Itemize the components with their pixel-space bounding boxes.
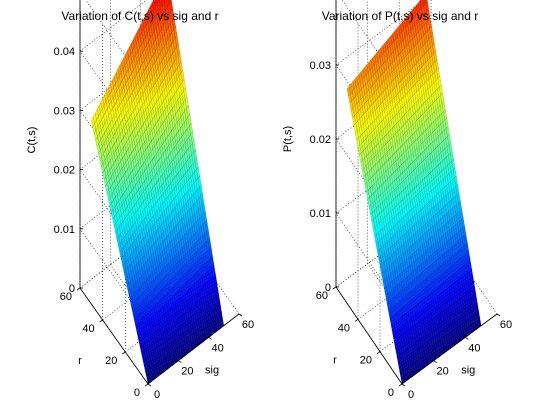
x-tick-mark: [238, 313, 243, 317]
z-tick-label: 0.02: [54, 165, 75, 177]
y-tick-mark: [99, 319, 103, 323]
x-tick-label: 60: [500, 319, 512, 331]
x-tick-label: 60: [242, 319, 254, 331]
surface-cell: [179, 60, 183, 74]
p-z-axis-label: P(t,s): [282, 126, 294, 152]
c-y-axis-label: r: [78, 355, 82, 367]
surface-cell: [204, 219, 209, 232]
x-axis-line: [147, 313, 240, 385]
c-surface-mesh: [91, 0, 225, 385]
surface-cell: [184, 96, 189, 109]
y-tick-label: 20: [105, 355, 117, 367]
z-tick-label: 0.03: [310, 60, 331, 72]
surface-cell: [164, 0, 168, 11]
grid-line: [79, 0, 148, 52]
surface-cell: [163, 0, 166, 3]
y-tick-label: 0: [134, 387, 140, 399]
y-tick-label: 60: [60, 291, 72, 303]
x-tick-mark: [208, 336, 212, 340]
y-tick-mark: [144, 383, 149, 387]
z-tick-label: 0.04: [54, 46, 75, 58]
x-tick-mark: [401, 383, 406, 387]
x-tick-label: 40: [212, 342, 224, 354]
y-tick-mark: [122, 351, 126, 355]
y-tick-label: 40: [338, 322, 350, 334]
x-tick-mark: [178, 360, 182, 363]
y-tick-mark: [398, 383, 403, 387]
x-tick-mark: [433, 360, 437, 363]
surface-cell: [213, 272, 217, 284]
y-tick-mark: [376, 351, 381, 354]
z-tick-label: 0.02: [310, 134, 331, 146]
x-tick-mark: [147, 383, 152, 387]
x-tick-label: 20: [437, 366, 449, 378]
x-tick-label: 0: [408, 389, 414, 401]
x-tick-label: 40: [468, 342, 480, 354]
p-surface-mesh: [346, 0, 482, 385]
y-axis-line: [79, 287, 149, 385]
c-axes-lines: [79, 0, 240, 385]
y-tick-label: 40: [82, 323, 94, 335]
c-z-axis-label: C(t,s): [26, 127, 38, 154]
c-chart-title: Variation of C(t,s) vs sig and r: [61, 9, 218, 23]
surface-cell: [201, 201, 206, 214]
y-tick-mark: [332, 286, 337, 290]
p-x-axis-label: sig: [461, 364, 475, 376]
surface-cell: [186, 104, 191, 118]
p-y-axis-label: r: [333, 354, 337, 366]
x-tick-mark: [496, 313, 501, 317]
z-tick-label: 0.01: [310, 208, 331, 220]
surface-cell: [187, 113, 192, 127]
z-tick-label: 0.03: [54, 105, 75, 117]
y-tick-mark: [76, 287, 81, 291]
y-tick-label: 20: [360, 355, 372, 367]
z-tick-label: 0: [325, 282, 331, 294]
surface-cell: [197, 175, 202, 188]
surface-cell: [207, 237, 212, 249]
surface-cell: [190, 131, 195, 144]
x-tick-label: 20: [181, 366, 193, 378]
c-x-axis-label: sig: [205, 364, 219, 376]
z-tick-label: 0: [69, 283, 75, 295]
y-tick-mark: [354, 318, 359, 322]
y-tick-label: 0: [388, 387, 394, 399]
p-chart-title: Variation of P(t,s) vs sig and r: [322, 9, 479, 23]
z-tick-label: 0.01: [54, 224, 75, 236]
x-tick-label: 0: [154, 389, 160, 401]
x-tick-mark: [465, 336, 469, 340]
